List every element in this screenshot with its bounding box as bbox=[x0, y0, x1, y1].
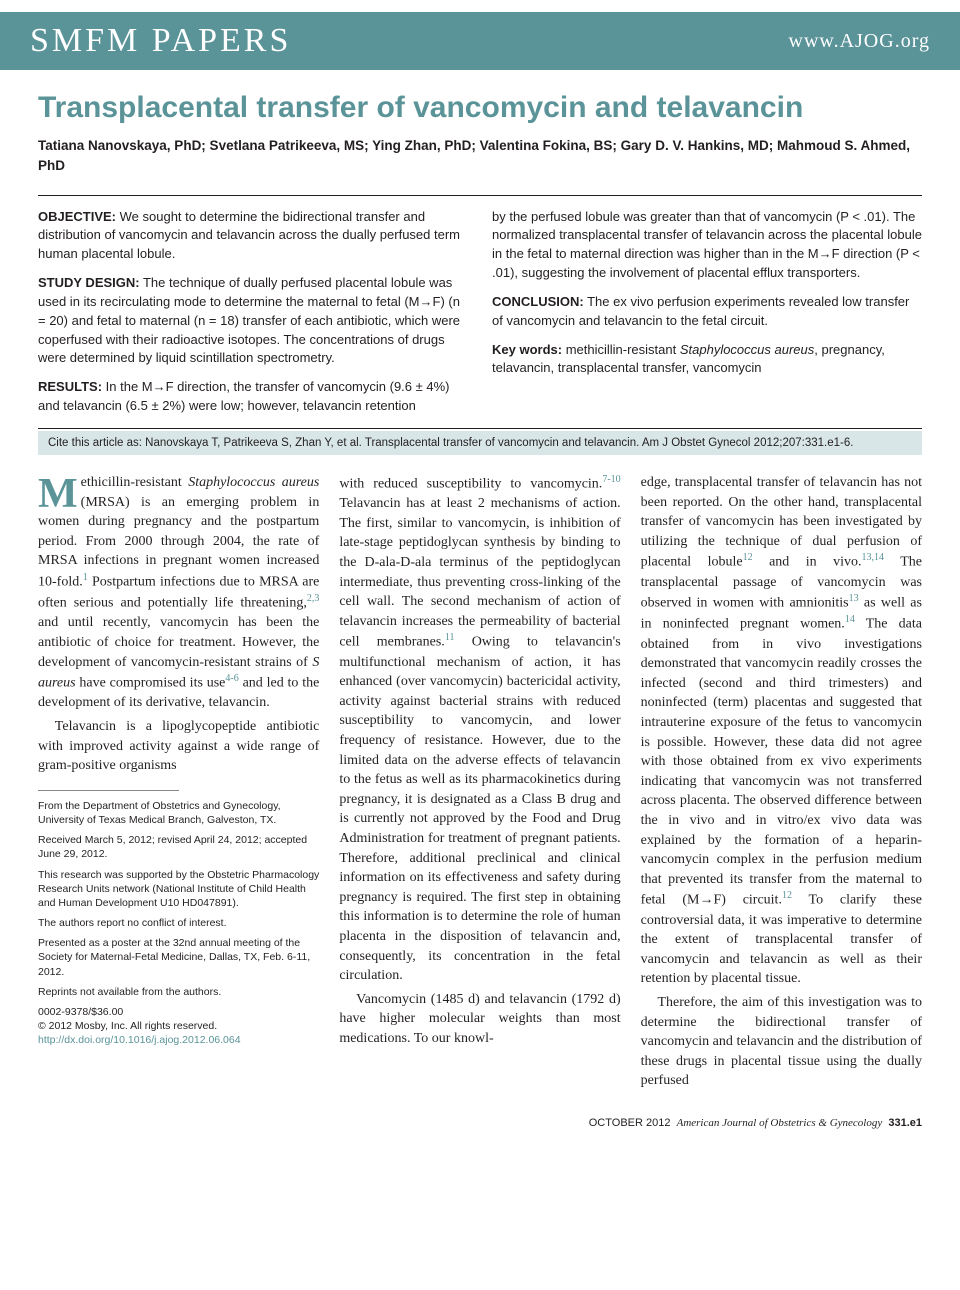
affil-coi: The authors report no conflict of intere… bbox=[38, 916, 319, 930]
abstract-right: by the perfused lobule was greater than … bbox=[492, 208, 922, 416]
ref-13-14[interactable]: 13,14 bbox=[862, 552, 885, 563]
ref-7-10[interactable]: 7-10 bbox=[602, 474, 620, 485]
abstract-box: OBJECTIVE: We sought to determine the bi… bbox=[38, 195, 922, 429]
body-col-3: edge, transplacental transfer of telavan… bbox=[641, 473, 922, 1095]
ref-2-3[interactable]: 2,3 bbox=[307, 593, 320, 604]
ref-4-6[interactable]: 4-6 bbox=[225, 673, 238, 684]
affil-dates: Received March 5, 2012; revised April 24… bbox=[38, 833, 319, 861]
results-label: RESULTS: bbox=[38, 379, 102, 394]
affil-copyright: © 2012 Mosby, Inc. All rights reserved. bbox=[38, 1019, 319, 1033]
affil-presented: Presented as a poster at the 32nd annual… bbox=[38, 936, 319, 979]
header-bar: SMFM PAPERS www.AJOG.org bbox=[0, 0, 960, 70]
ref-11[interactable]: 11 bbox=[445, 632, 455, 643]
affil-reprints: Reprints not available from the authors. bbox=[38, 985, 319, 999]
abstract-left: OBJECTIVE: We sought to determine the bi… bbox=[38, 208, 468, 416]
affil-divider bbox=[38, 790, 179, 791]
dropcap: M bbox=[38, 473, 81, 511]
conclusion-para: CONCLUSION: The ex vivo perfusion experi… bbox=[492, 293, 922, 331]
design-label: STUDY DESIGN: bbox=[38, 275, 140, 290]
affil-issn: 0002-9378/$36.00 bbox=[38, 1005, 319, 1019]
intro-p2: Telavancin is a lipoglycopeptide antibio… bbox=[38, 717, 319, 776]
affil-doi[interactable]: http://dx.doi.org/10.1016/j.ajog.2012.06… bbox=[38, 1033, 319, 1047]
page-footer: OCTOBER 2012 American Journal of Obstetr… bbox=[0, 1105, 960, 1147]
ref-13[interactable]: 13 bbox=[849, 593, 859, 604]
section-title: SMFM PAPERS bbox=[30, 22, 291, 60]
objective-para: OBJECTIVE: We sought to determine the bi… bbox=[38, 208, 468, 265]
keywords-para: Key words: methicillin-resistant Staphyl… bbox=[492, 341, 922, 379]
footer-journal: American Journal of Obstetrics & Gynecol… bbox=[677, 1117, 883, 1129]
body-col-1: Methicillin-resistant Staphylococcus aur… bbox=[38, 473, 319, 1095]
conclusion-label: CONCLUSION: bbox=[492, 294, 584, 309]
affil-dept: From the Department of Obstetrics and Gy… bbox=[38, 799, 319, 827]
footer-page: 331.e1 bbox=[888, 1117, 922, 1129]
results-cont: by the perfused lobule was greater than … bbox=[492, 208, 922, 283]
citation-bar: Cite this article as: Nanovskaya T, Patr… bbox=[38, 431, 922, 455]
col3-p2: Therefore, the aim of this investigation… bbox=[641, 993, 922, 1091]
keywords-label: Key words: bbox=[492, 342, 562, 357]
affiliation-block: From the Department of Obstetrics and Gy… bbox=[38, 799, 319, 1048]
body-columns: Methicillin-resistant Staphylococcus aur… bbox=[38, 473, 922, 1095]
footer-date: OCTOBER 2012 bbox=[589, 1117, 671, 1129]
design-para: STUDY DESIGN: The technique of dually pe… bbox=[38, 274, 468, 368]
affil-funding: This research was supported by the Obste… bbox=[38, 868, 319, 911]
ref-12[interactable]: 12 bbox=[743, 552, 753, 563]
objective-label: OBJECTIVE: bbox=[38, 209, 116, 224]
col3-p1: edge, transplacental transfer of telavan… bbox=[641, 473, 922, 989]
journal-url[interactable]: www.AJOG.org bbox=[789, 30, 930, 53]
content-area: Transplacental transfer of vancomycin an… bbox=[0, 70, 960, 1105]
ref-12b[interactable]: 12 bbox=[782, 890, 792, 901]
author-list: Tatiana Nanovskaya, PhD; Svetlana Patrik… bbox=[38, 136, 922, 177]
col2-p2: Vancomycin (1485 d) and telavancin (1792… bbox=[339, 990, 620, 1049]
body-col-2: with reduced susceptibility to vancomyci… bbox=[339, 473, 620, 1095]
article-title: Transplacental transfer of vancomycin an… bbox=[38, 90, 922, 126]
ref-14[interactable]: 14 bbox=[845, 614, 855, 625]
results-para: RESULTS: In the M→F direction, the trans… bbox=[38, 378, 468, 416]
col2-p1: with reduced susceptibility to vancomyci… bbox=[339, 473, 620, 986]
intro-p1: Methicillin-resistant Staphylococcus aur… bbox=[38, 473, 319, 713]
